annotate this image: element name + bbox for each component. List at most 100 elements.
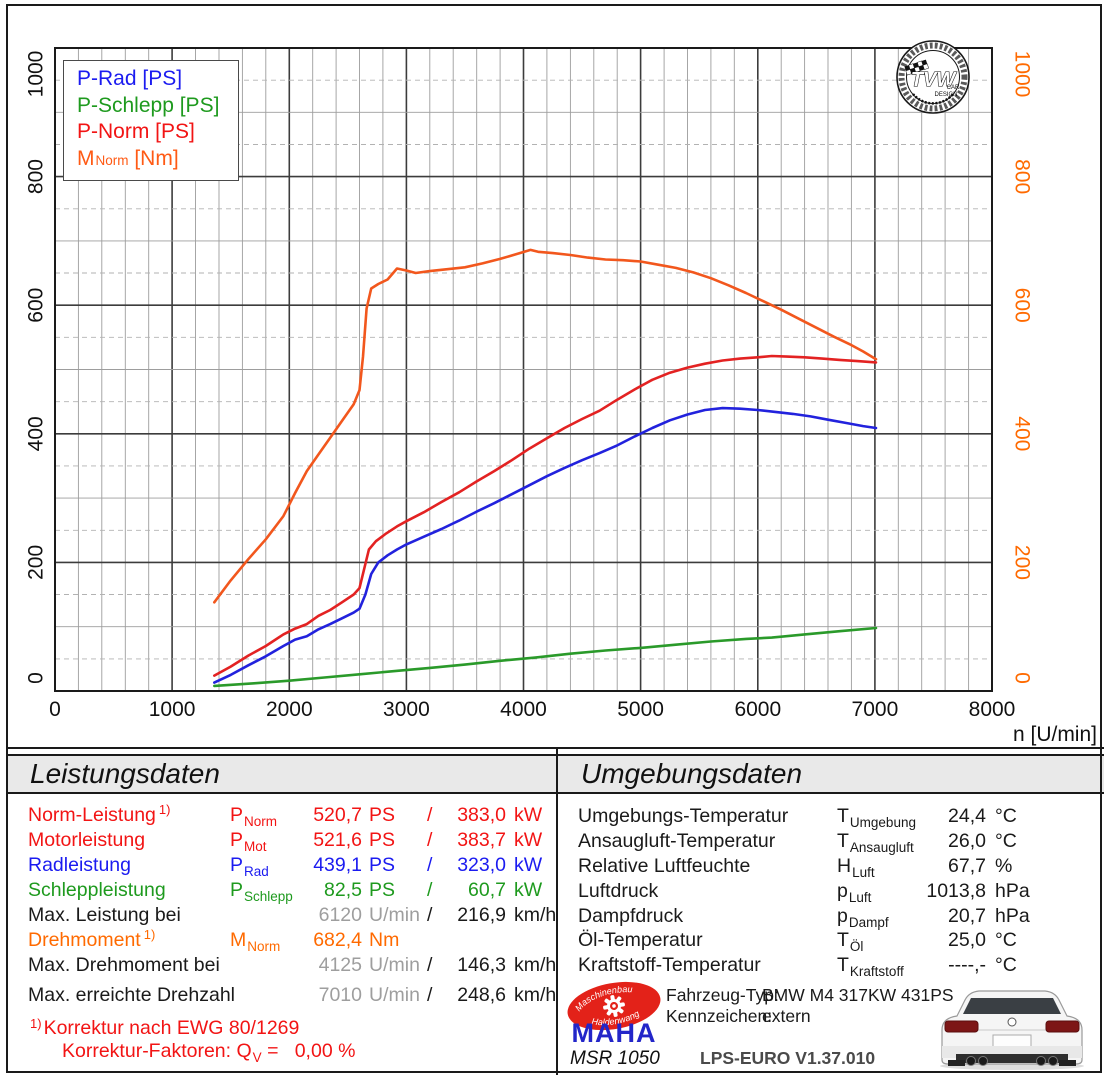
legend-entry-3: MNorm [Nm] [77,146,179,170]
gear-icon [603,995,625,1017]
car-rear-window [963,998,1061,1014]
row-unit-1: U/min [369,984,420,1006]
footnote-2: Korrektur-Faktoren: QV = 0,00 % [62,1040,355,1065]
row-value-1: 520,7 [313,804,362,826]
x-tick: 0 [49,698,61,721]
row-value-1: 439,1 [313,854,362,876]
row-unit-2: kW [514,829,543,851]
umgebung-row-5: Öl-Temperatur TÖl 25,0 °C [578,929,1100,954]
y-tick-left: 1000 [25,51,48,98]
leistung-row-3: Schleppleistung PSchlepp 82,5 PS / 60,7 kW [28,879,553,904]
row-value-2: 216,9 [457,904,506,926]
leistung-row-0: Norm-Leistung 1) PNorm 520,7 PS / 383,0 kW [28,802,553,829]
footnote2-sub: V [252,1050,262,1065]
row-symbol: pLuft [837,880,872,905]
row-symbol: PRad [230,854,269,879]
y-tick-left: 0 [25,672,48,684]
car-exhaust-2 [978,1056,988,1066]
x-tick: 7000 [852,698,899,721]
row-symbol: PSchlepp [230,879,293,904]
row-value-2: 383,7 [457,829,506,851]
leistung-row-7: Max. erreichte Drehzahl 7010 U/min / 248,6 km… [28,984,557,1009]
curve-p-norm [213,354,878,677]
row-value-1: 4125 [318,954,362,976]
row-unit-2: km/h [514,984,557,1006]
row-value-2: 248,6 [457,984,506,1006]
car-wheel-right [1059,1060,1076,1066]
row-value: 24,4 [948,805,986,827]
car-diffuser [956,1054,1068,1063]
row-unit-1: U/min [369,954,420,976]
stamp-textured-ring [898,42,968,112]
row-slash: / [427,904,433,926]
row-label: Umgebungs-Temperatur [578,805,789,827]
row-value-2: 383,0 [457,804,506,826]
y-tick-right: 400 [1011,416,1034,451]
leistungsdaten-title: Leistungsdaten [30,758,220,789]
legend-entry-0: P-Rad [PS] [77,67,183,90]
legend-entry-2: P-Norm [PS] [77,120,195,143]
y-tick-right: 600 [1011,288,1034,323]
row-value-1: 521,6 [313,829,362,851]
row-label: Max. Leistung bei [28,904,181,926]
y-tick-right: 800 [1011,159,1034,194]
row-unit-1: PS [369,879,396,901]
car-taillight-right [1045,1020,1080,1033]
stamp-bottom-arc [912,93,954,105]
umgebung-row-0: Umgebungs-Temperatur TUmgebung 24,4 °C [578,805,1100,830]
row-symbol: TKraftstoff [837,954,904,979]
row-value: 26,0 [948,830,986,852]
legend-entry-1: P-Schlepp [PS] [77,93,220,117]
row-unit-1: U/min [369,904,420,926]
row-label: Drehmoment 1) [28,927,156,951]
row-unit: °C [995,805,1017,827]
row-value: ----,- [948,954,986,976]
maha-oval: Maschinenbau Haldenwang [567,982,661,1030]
row-label: Max. erreichte Drehzahl [28,984,235,1006]
row-unit-1: PS [369,829,396,851]
x-tick: 6000 [734,698,781,721]
y-tick-left: 600 [25,288,48,323]
row-slash: / [427,804,433,826]
kennzeichen-label: Kennzeichen: [666,1006,773,1026]
row-label: Norm-Leistung 1) [28,802,171,826]
row-unit: °C [995,830,1017,852]
umgebung-row-1: Ansaugluft-Temperatur TAnsaugluft 26,0 °C [578,830,1100,855]
row-value-1: 6120 [318,904,362,926]
row-label: Schleppleistung [28,879,166,901]
stamp-title: TVW [911,69,958,91]
row-value-2: 146,3 [457,954,506,976]
y-tick-right: 200 [1011,545,1034,580]
row-slash: / [427,879,433,901]
y-tick-left: 400 [25,416,48,451]
row-slash: / [427,854,433,876]
dyno-chart: 0 1000 2000 3000 4000 5000 6000 7000 80000200400… [25,47,1034,721]
row-unit-1: Nm [369,929,400,951]
x-tick: 5000 [617,698,664,721]
row-unit-1: PS [369,854,396,876]
umgebung-row-2: Relative Luftfeuchte HLuft 67,7% [578,855,1100,880]
y-tick-left: 200 [25,545,48,580]
maha-wordmark: MAHA [572,1018,657,1048]
umgebungsdaten-title: Umgebungsdaten [581,758,803,789]
stamp-sub1: CAR [947,85,960,91]
x-tick: 4000 [500,698,547,721]
row-unit-2: km/h [514,954,557,976]
msr-model: MSR 1050 [570,1048,660,1069]
row-label: Ansaugluft-Temperatur [578,830,776,852]
car-exhaust-1 [966,1056,976,1066]
footnote-sup: 1) [30,1016,42,1031]
maha-logo: Maschinenbau Haldenwang MAHA [567,982,661,1048]
row-label: Dampfdruck [578,905,684,927]
x-tick: 8000 [969,698,1016,721]
row-symbol: HLuft [837,855,875,880]
chart-legend: P-Rad [PS] P-Schlepp [PS] P-Norm [PS] MNorm… [63,60,239,181]
row-slash: / [427,984,433,1006]
x-tick: 2000 [266,698,313,721]
axis-ticks: 0 1000 2000 3000 4000 5000 6000 7000 80000200400… [25,51,1034,721]
row-label: Kraftstoff-Temperatur [578,954,761,976]
bmw-roundel-icon [1007,1017,1017,1027]
row-label: Motorleistung [28,829,146,851]
fahrzeug-typ-label: Fahrzeug-Typ: [666,985,779,1005]
row-value: 67,7 [948,855,986,877]
